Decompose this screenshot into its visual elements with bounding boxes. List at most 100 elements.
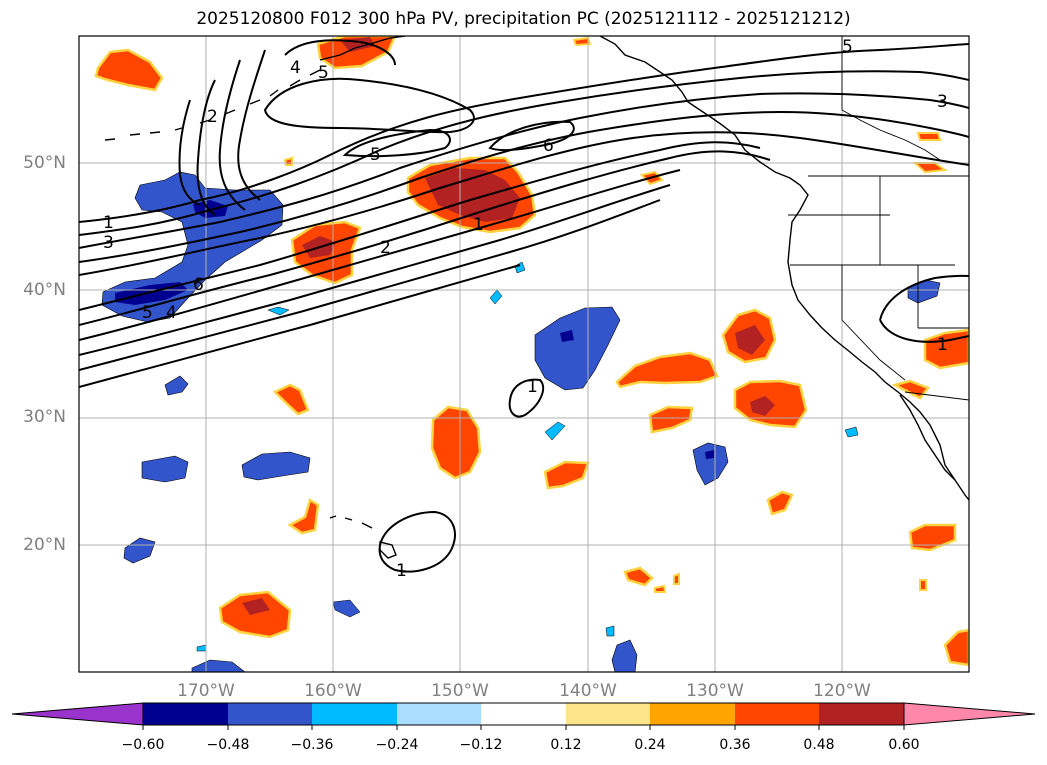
negative-anomaly-core: [560, 330, 574, 342]
contour-label: 1: [473, 215, 484, 235]
contour-label: 2: [207, 107, 218, 127]
positive-anomaly-area: [923, 328, 969, 370]
contour-label: 5: [842, 37, 853, 57]
positive-anomaly-area: [272, 383, 310, 416]
pv-contour: [237, 49, 266, 201]
colorbar-tick-label: −0.60: [121, 737, 165, 753]
negative-anomaly-area: [489, 289, 503, 305]
negative-anomaly-area: [605, 625, 615, 637]
negative-anomaly-area: [534, 306, 621, 391]
pv-contour: [178, 99, 201, 206]
contour-label: 4: [166, 303, 177, 323]
contour-label: 1: [103, 213, 114, 233]
contour-label: 3: [937, 92, 948, 112]
contour-label: 3: [103, 233, 114, 253]
coastlines: [104, 36, 969, 559]
pv-contour: [508, 378, 545, 418]
contour-label: 2: [380, 238, 391, 258]
colorbar-tick-label: −0.36: [290, 737, 334, 753]
colorbar-tick-label: −0.24: [375, 737, 419, 753]
negative-anomaly-area: [267, 306, 290, 316]
contour-label: 6: [543, 136, 554, 156]
pv-contour: [378, 510, 456, 573]
colorbar-tick-label: 0.60: [888, 737, 920, 753]
negative-anomaly-area: [692, 442, 729, 486]
positive-anomaly-area: [673, 572, 680, 585]
negative-anomaly-area: [544, 421, 566, 441]
pv-contour: [79, 264, 521, 388]
pv-contour: [79, 110, 969, 263]
lat-label: 50°N: [23, 153, 66, 173]
colorbar-extend-low: [11, 702, 144, 726]
pv-contour: [879, 319, 969, 343]
pv-contour: [79, 150, 771, 326]
map-frame: [78, 35, 970, 673]
canada-province-border: [841, 109, 941, 161]
pv-contour: [342, 128, 451, 158]
positive-anomaly-area: [943, 628, 969, 667]
colorbar-segment: [312, 703, 397, 725]
us-mexico-border: [904, 391, 969, 401]
baja-coastline: [899, 394, 956, 481]
political-borders: [788, 36, 969, 401]
negative-anomaly-core: [705, 450, 714, 459]
positive-anomaly-area: [908, 523, 957, 552]
contour-label: 1: [937, 335, 948, 355]
negative-anomaly-area: [332, 599, 361, 618]
positive-anomaly-area: [218, 590, 292, 639]
pv-contour: [79, 43, 969, 223]
lon-label: 160°W: [304, 681, 362, 701]
negative-anomaly-area: [191, 659, 246, 672]
contour-label: 5: [318, 63, 329, 83]
contour-labels: 1 3 2 4 5 5 6 5 3 2 1 6 5 4 1 1 1: [103, 37, 948, 581]
lat-label: 40°N: [23, 280, 66, 300]
map-panel: 1 3 2 4 5 5 6 5 3 2 1 6 5 4 1 1 1: [79, 36, 969, 672]
pv-contour: [79, 199, 661, 371]
positive-anomaly-core: [242, 598, 270, 615]
pv-contour: [79, 169, 681, 341]
contour-label: 5: [142, 303, 153, 323]
contour-label: 1: [527, 377, 538, 397]
aleutian-islands: [104, 69, 321, 141]
positive-anomaly-area: [572, 36, 592, 47]
contour-label: 4: [290, 58, 301, 78]
pv-contour: [196, 79, 216, 216]
colorbar-extend-high: [903, 702, 1036, 726]
pv-contour: [79, 131, 969, 276]
colorbar-segment: [819, 703, 904, 725]
colorbar-tick-label: −0.12: [459, 737, 503, 753]
colorbar-segment: [735, 703, 819, 725]
hawaii: [329, 515, 397, 559]
pv-contour: [79, 184, 671, 356]
pv-contour: [79, 141, 761, 311]
positive-anomaly-area: [283, 156, 293, 166]
positive-anomaly-core: [735, 325, 765, 355]
contour-label: 6: [193, 275, 204, 295]
contour-label: 5: [370, 145, 381, 165]
alaska-coastline: [319, 36, 406, 61]
lon-label: 130°W: [686, 681, 744, 701]
lon-label: 120°W: [813, 681, 871, 701]
colorbar-segment: [228, 703, 312, 725]
colorbar-segment: [566, 703, 650, 725]
positive-anomaly-area: [430, 405, 482, 480]
map-title: 2025120800 F012 300 hPa PV, precipitatio…: [196, 9, 851, 29]
colorbar-tick-label: −0.48: [206, 737, 250, 753]
positive-anomaly-core: [425, 168, 520, 222]
positive-anomaly-area: [919, 579, 927, 591]
pv-contour: [79, 92, 969, 249]
colorbar-segment: [143, 703, 228, 725]
colorbar-segment: [481, 703, 566, 725]
lon-label: 170°W: [177, 681, 235, 701]
positive-anomaly-area: [287, 498, 320, 535]
negative-anomaly-area: [241, 451, 311, 481]
lat-label: 30°N: [23, 407, 66, 427]
positive-anomaly-core: [750, 396, 775, 416]
positive-anomaly-area: [648, 405, 694, 434]
colorbar-segment: [397, 703, 481, 725]
colorbar-tick-label: 0.12: [550, 737, 582, 753]
colorbar-tick-label: 0.36: [719, 737, 751, 753]
positive-anomaly-area: [94, 48, 164, 92]
lat-label: 20°N: [23, 535, 66, 555]
